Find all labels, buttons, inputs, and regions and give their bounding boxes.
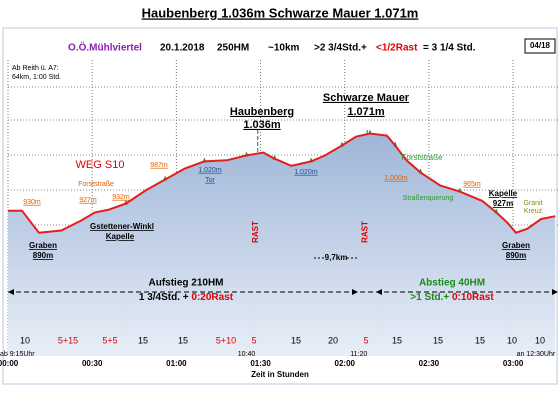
walk-time: >2 3/4Std.+: [314, 43, 367, 54]
annotation: 987m: [150, 162, 168, 169]
segment-time: 15: [178, 335, 188, 345]
ascent-rest: 0:20Rast: [191, 292, 233, 303]
descent-title: Abstieg 40HM: [419, 278, 485, 289]
x-tick-label: 03:00: [503, 359, 524, 368]
segment-time: 5+15: [58, 335, 78, 345]
annotation: 927m: [79, 197, 97, 204]
annotation: 965m: [463, 181, 481, 188]
annotation: 9,7km: [325, 253, 348, 262]
x-tick-label: 02:30: [419, 359, 440, 368]
annotation: 1.071m: [347, 106, 385, 118]
total-time: = 3 1/4 Std.: [423, 43, 476, 54]
annotation: Kapelle: [106, 232, 135, 241]
x-tick-label: 00:00: [0, 359, 19, 368]
date: 20.1.2018: [160, 43, 205, 54]
segment-time: 10: [20, 335, 30, 345]
segment-time: 5+5: [102, 335, 117, 345]
page-number: 04/18: [530, 41, 551, 50]
annotation: Forststraße: [78, 181, 114, 188]
annotation: Graben: [29, 241, 57, 250]
clock-time: ab 9:15Uhr: [0, 351, 35, 358]
descent-time: >1 Std.+ 0:10Rast: [410, 292, 494, 303]
annotation: Haubenberg: [230, 106, 294, 118]
x-axis-label: Zeit in Stunden: [251, 370, 309, 379]
clock-time: 11:20: [350, 351, 367, 358]
annotation: 927m: [493, 199, 513, 208]
approach: 64km, 1:00 Std.: [12, 74, 61, 81]
annotation: 930m: [23, 199, 41, 206]
annotation: Schwarze Mauer: [323, 92, 410, 104]
rest-label: RAST: [251, 221, 260, 243]
x-tick-label: 01:30: [250, 359, 271, 368]
annotation: 1.020m: [294, 169, 318, 176]
profile-line: [8, 132, 556, 234]
annotation: Kapelle: [489, 189, 518, 198]
segment-time: 15: [138, 335, 148, 345]
segment-time: 15: [475, 335, 485, 345]
ascent-time: 1 3/4Std. + 0:20Rast: [139, 292, 234, 303]
annotation: Gstettener-Winkl: [90, 222, 154, 231]
annotation: Forststraße: [402, 153, 443, 162]
chart-title: Haubenberg 1.036m Schwarze Mauer 1.071m: [142, 5, 419, 20]
annotation: 890m: [33, 251, 53, 260]
x-tick-label: 02:00: [335, 359, 356, 368]
annotation: Graben: [502, 241, 530, 250]
clock-time: an 12:30Uhr: [517, 351, 556, 358]
annotation: Kreuz: [524, 208, 543, 215]
segment-time: 15: [392, 335, 402, 345]
annotation: 890m: [506, 251, 526, 260]
area: [8, 133, 556, 356]
ascent-title: Aufstieg 210HM: [148, 278, 223, 289]
annotation: Granit: [523, 200, 542, 207]
segment-time: 10: [507, 335, 517, 345]
annotation: Straßenquerung: [403, 195, 454, 202]
descent-rest: 0:10Rast: [452, 292, 494, 303]
rest-time: <1/2Rast: [376, 43, 418, 54]
x-tick-label: 00:30: [82, 359, 103, 368]
frame: [2, 27, 558, 385]
annotation: Tor: [205, 177, 215, 184]
annotation: 932m: [112, 194, 130, 201]
descent-walk: >1 Std.+: [410, 292, 452, 303]
segment-time: 15: [433, 335, 443, 345]
ascent: 250HM: [217, 43, 249, 54]
ascent-walk: 1 3/4Std. +: [139, 292, 192, 303]
segment-time: 10: [535, 335, 545, 345]
region: O.Ö.Mühlviertel: [68, 41, 142, 54]
x-tick-label: 01:00: [166, 359, 187, 368]
segment-time: 5+10: [216, 335, 236, 345]
page-box: [524, 38, 556, 54]
segment-time: 20: [328, 335, 338, 345]
annotation: 1.020m: [198, 167, 222, 174]
segment-time: 5: [363, 335, 368, 345]
approach: Ab Reith ü. A7:: [12, 65, 59, 72]
distance: ~10km: [268, 43, 300, 54]
rest-label: RAST: [360, 221, 369, 243]
clock-time: 10:40: [238, 351, 256, 358]
segment-time: 15: [291, 335, 301, 345]
annotation: 1.000m: [384, 175, 408, 182]
annotation: 1.036m: [243, 119, 281, 131]
segment-time: 5: [251, 335, 256, 345]
annotation: WEG S10: [76, 159, 125, 171]
